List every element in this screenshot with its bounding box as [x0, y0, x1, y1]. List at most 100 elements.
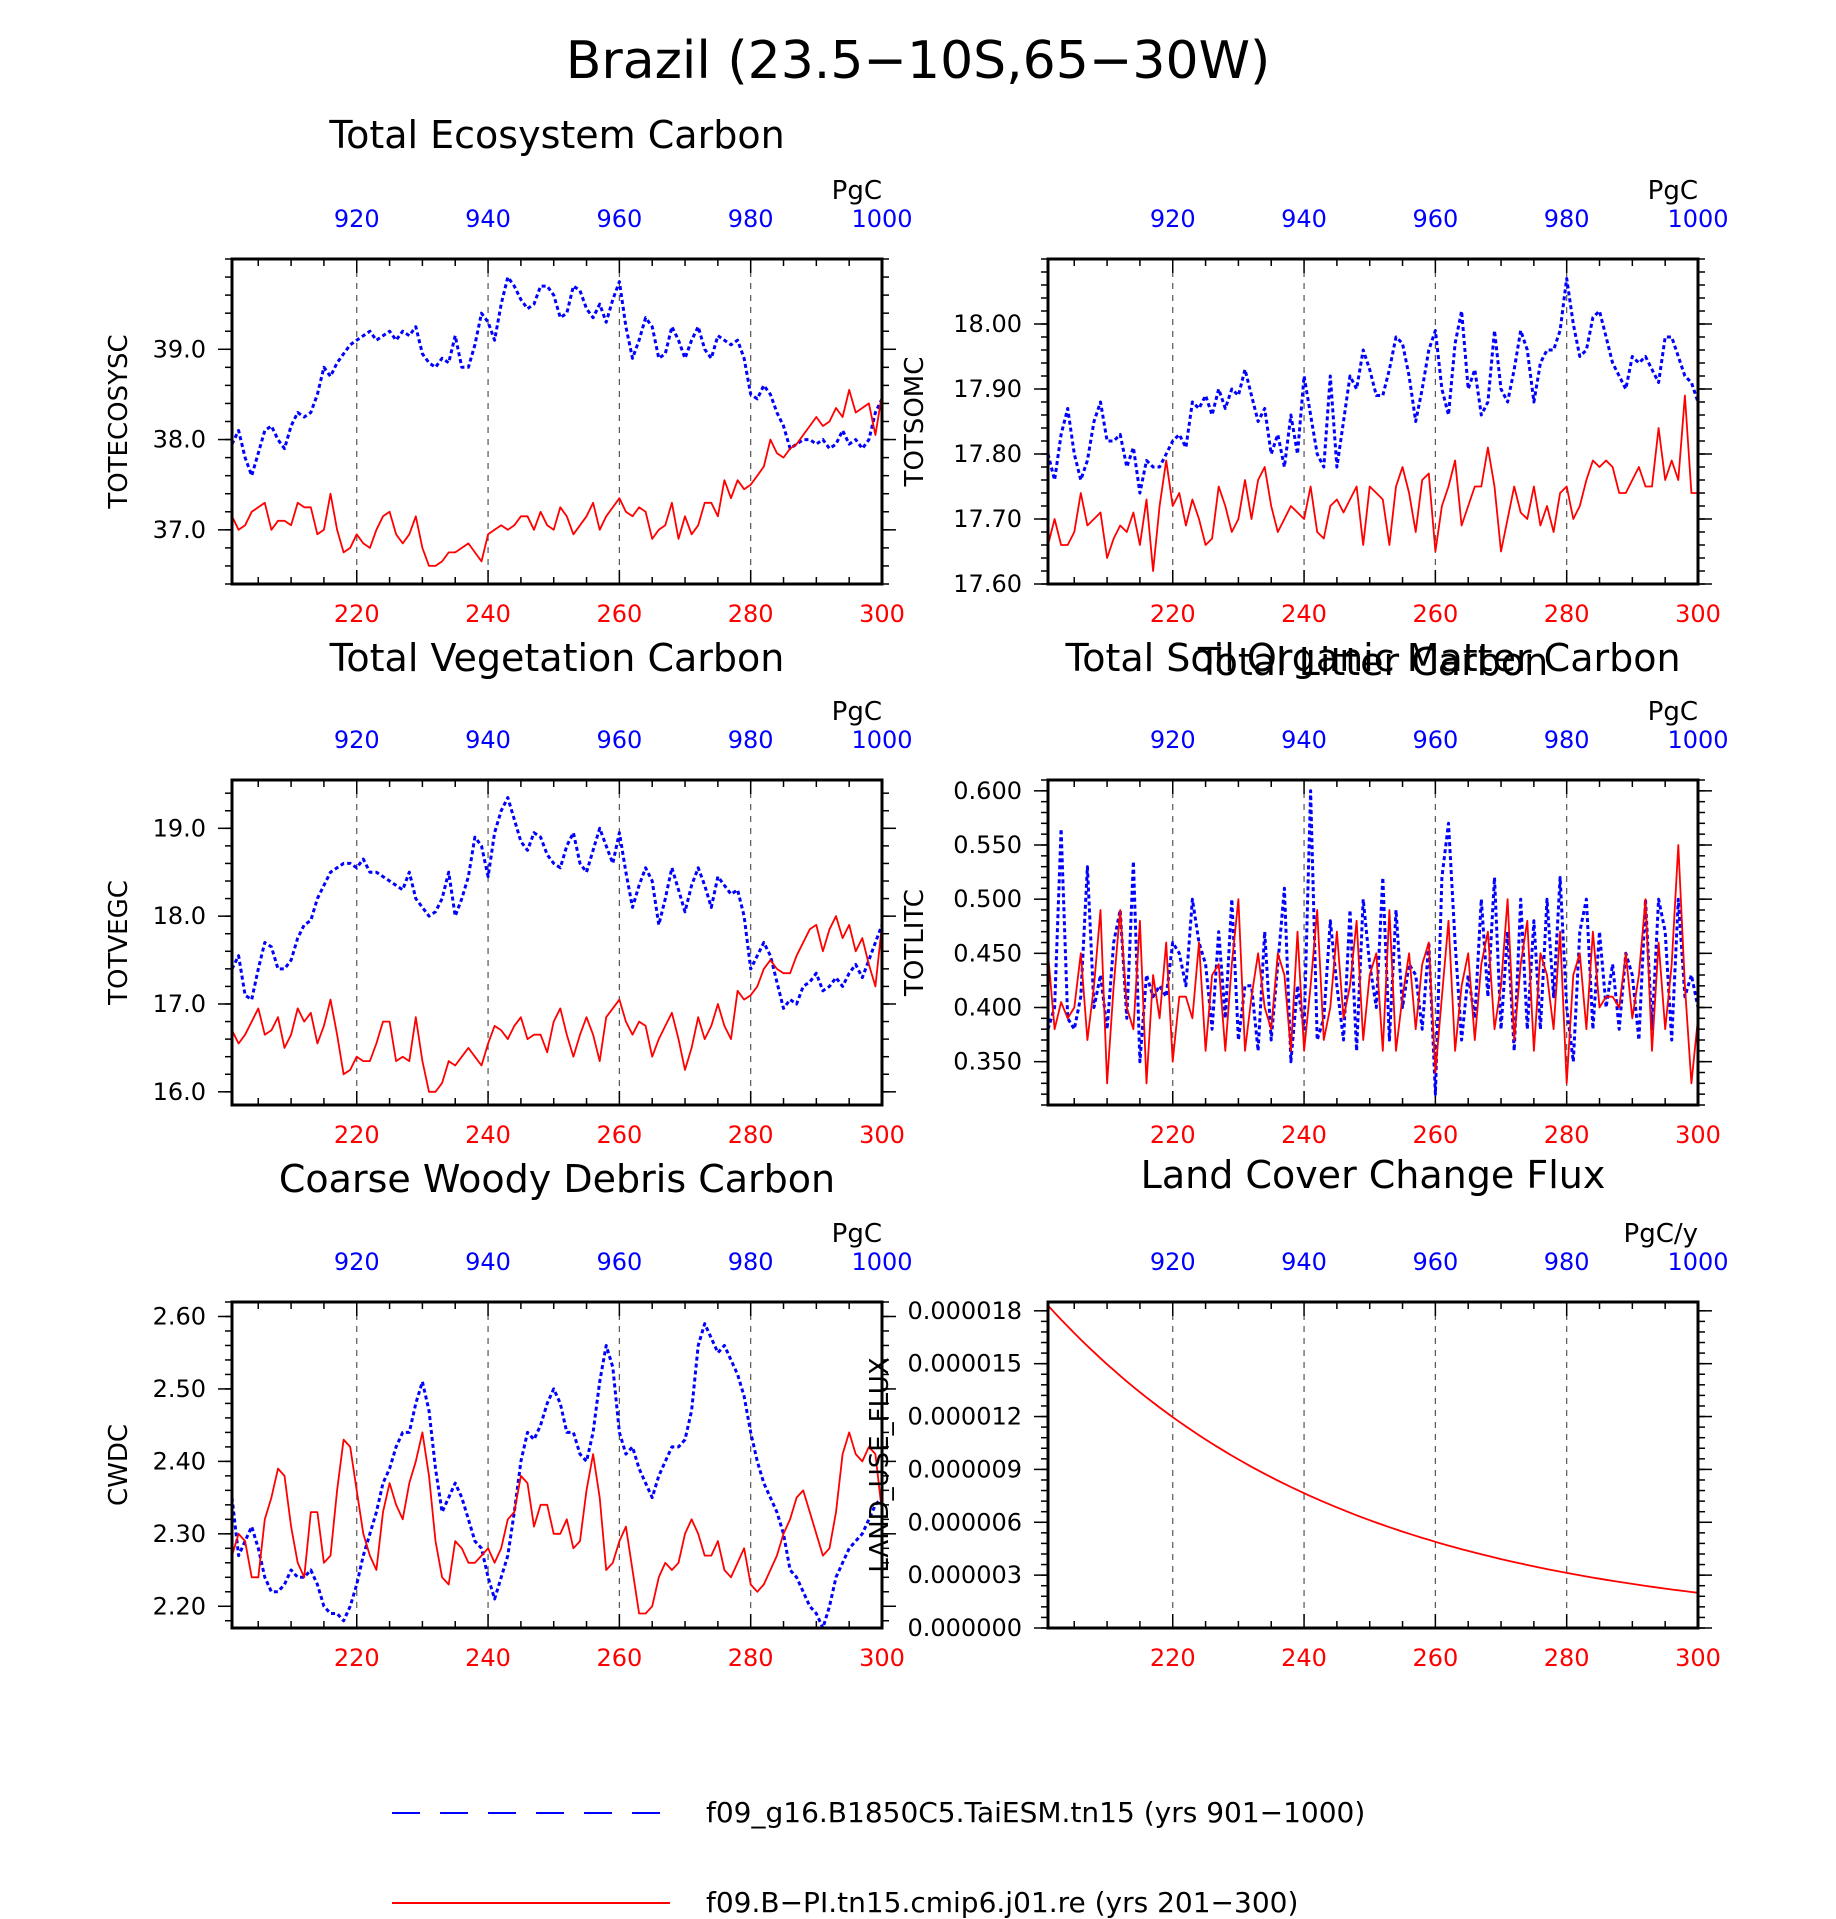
y-tick-label: 0.350 — [953, 1048, 1022, 1076]
x-tick-label-top: 960 — [596, 726, 642, 754]
y-tick-label: 0.550 — [953, 831, 1022, 859]
x-tick-label-top: 980 — [728, 1248, 774, 1276]
x-tick-label-bottom: 220 — [334, 600, 380, 628]
x-tick-label-bottom: 240 — [1281, 600, 1327, 628]
x-tick-label-top: 980 — [728, 205, 774, 233]
x-tick-label-bottom: 280 — [728, 600, 774, 628]
legend: f09_g16.B1850C5.TaiESM.tn15 (yrs 901−100… — [392, 1796, 1365, 1919]
y-tick-label: 0.000009 — [907, 1455, 1022, 1483]
x-tick-label-top: 1000 — [1667, 1248, 1728, 1276]
legend-label-blue: f09_g16.B1850C5.TaiESM.tn15 (yrs 901−100… — [706, 1796, 1365, 1829]
y-axis-label: TOTECOSYSC — [104, 334, 134, 509]
y-tick-label: 17.80 — [953, 440, 1022, 468]
x-tick-label-bottom: 240 — [1281, 1644, 1327, 1672]
series-line-red — [1047, 1304, 1699, 1594]
y-tick-label: 18.0 — [153, 902, 206, 930]
y-tick-label: 0.400 — [953, 994, 1022, 1022]
y-tick-label: 17.60 — [953, 570, 1022, 598]
y-axis-label: LAND_USE_FLUX — [865, 1357, 895, 1572]
x-tick-label-top: 940 — [1281, 726, 1327, 754]
x-tick-label-top: 980 — [1544, 205, 1590, 233]
y-tick-label: 2.30 — [153, 1520, 206, 1548]
x-tick-label-bottom: 300 — [1675, 600, 1721, 628]
x-tick-label-top: 920 — [334, 726, 380, 754]
x-tick-label-bottom: 300 — [1675, 1121, 1721, 1149]
series-line-red — [1047, 394, 1698, 572]
chart-panel-1: Total Ecosystem Carbon PgC 220 920 240 940 260… — [104, 113, 913, 628]
x-tick-label-bottom: 280 — [1544, 1644, 1590, 1672]
series-line-red — [231, 388, 883, 567]
x-tick-label-bottom: 300 — [859, 600, 905, 628]
x-tick-label-top: 920 — [334, 205, 380, 233]
y-tick-label: 16.0 — [153, 1078, 206, 1106]
series-line-blue — [230, 1322, 884, 1630]
y-tick-label: 0.000000 — [907, 1614, 1022, 1642]
y-tick-label: 2.40 — [153, 1447, 206, 1475]
y-tick-label: 19.0 — [153, 814, 206, 842]
chart-panel-3: Total Vegetation Carbon PgC 220 920 240 940 26… — [104, 636, 913, 1149]
x-tick-label-bottom: 240 — [465, 1121, 511, 1149]
plot-frame — [1046, 778, 1700, 1107]
series-line-red — [231, 915, 883, 1093]
chart-title: Land Cover Change Flux — [1141, 1153, 1606, 1197]
x-tick-label-bottom: 260 — [1412, 600, 1458, 628]
x-tick-label-top: 940 — [465, 1248, 511, 1276]
x-tick-label-top: 980 — [1544, 1248, 1590, 1276]
x-tick-label-bottom: 240 — [465, 600, 511, 628]
y-tick-label: 38.0 — [153, 426, 206, 454]
y-tick-label: 0.000012 — [907, 1403, 1022, 1431]
x-tick-label-top: 940 — [1281, 1248, 1327, 1276]
chart-title: Total Vegetation Carbon — [329, 636, 785, 680]
chart-title: Coarse Woody Debris Carbon — [279, 1157, 835, 1201]
x-tick-label-bottom: 220 — [334, 1644, 380, 1672]
x-tick-label-top: 940 — [465, 726, 511, 754]
y-tick-label: 2.60 — [153, 1302, 206, 1330]
x-tick-label-bottom: 280 — [1544, 1121, 1590, 1149]
y-tick-label: 0.000003 — [907, 1561, 1022, 1589]
y-axis-label: TOTVEGC — [104, 880, 134, 1006]
plot-frame — [1046, 1300, 1700, 1630]
x-tick-label-bottom: 300 — [859, 1644, 905, 1672]
chart-panel-4: Total Litter Carbon PgC 220 920 240 940 260 960… — [900, 640, 1729, 1149]
chart-title: Total Ecosystem Carbon — [328, 113, 784, 157]
x-tick-label-top: 1000 — [851, 1248, 912, 1276]
x-tick-label-top: 1000 — [851, 726, 912, 754]
y-tick-label: 17.0 — [153, 990, 206, 1018]
plot-frame — [230, 778, 884, 1107]
y-tick-label: 0.500 — [953, 885, 1022, 913]
series-line-red — [231, 1431, 883, 1615]
x-tick-label-bottom: 280 — [1544, 600, 1590, 628]
x-tick-label-top: 920 — [334, 1248, 380, 1276]
chart-title: Total Soil Organic Matter Carbon — [1064, 636, 1680, 680]
x-tick-label-bottom: 220 — [1150, 1644, 1196, 1672]
y-tick-label: 39.0 — [153, 335, 206, 363]
y-tick-label: 18.00 — [953, 310, 1022, 338]
x-tick-label-top: 1000 — [851, 205, 912, 233]
y-axis-label: CWDC — [104, 1424, 134, 1506]
y-tick-label: 0.000018 — [907, 1297, 1022, 1325]
unit-label: PgC — [1648, 176, 1698, 206]
x-tick-label-top: 960 — [1412, 1248, 1458, 1276]
panels: Total Ecosystem Carbon PgC 220 920 240 940 260… — [104, 113, 1729, 1672]
x-tick-label-top: 920 — [1150, 726, 1196, 754]
x-tick-label-bottom: 220 — [1150, 600, 1196, 628]
y-tick-label: 2.20 — [153, 1592, 206, 1620]
x-tick-label-bottom: 260 — [596, 1644, 642, 1672]
x-tick-label-top: 980 — [1544, 726, 1590, 754]
x-tick-label-bottom: 280 — [728, 1121, 774, 1149]
x-tick-label-bottom: 260 — [596, 600, 642, 628]
y-tick-label: 0.000015 — [907, 1350, 1022, 1378]
series-line-blue — [230, 796, 884, 1010]
x-tick-label-bottom: 260 — [1412, 1644, 1458, 1672]
x-tick-label-top: 1000 — [1667, 726, 1728, 754]
x-tick-label-bottom: 240 — [465, 1644, 511, 1672]
series-line-blue — [230, 275, 884, 478]
x-tick-label-top: 980 — [728, 726, 774, 754]
legend-label-red: f09.B−PI.tn15.cmip6.j01.re (yrs 201−300) — [706, 1886, 1298, 1919]
x-tick-label-top: 1000 — [1667, 205, 1728, 233]
x-tick-label-top: 960 — [1412, 205, 1458, 233]
y-tick-label: 17.70 — [953, 505, 1022, 533]
x-tick-label-bottom: 300 — [1675, 1644, 1721, 1672]
x-tick-label-bottom: 240 — [1281, 1121, 1327, 1149]
